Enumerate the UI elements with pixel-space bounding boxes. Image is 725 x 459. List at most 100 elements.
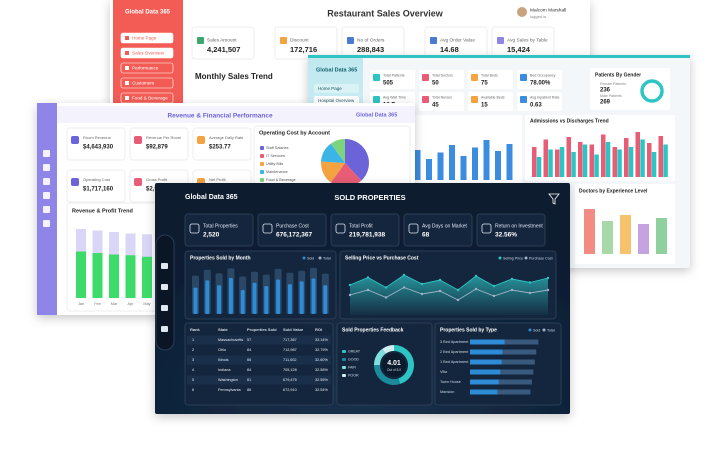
table-cell: 705,128 <box>283 368 297 372</box>
donut-slice <box>393 345 414 385</box>
menu-item: Home Page <box>132 36 157 41</box>
bar <box>240 290 245 314</box>
kpi-label: Bed Occupancy <box>530 73 556 77</box>
bar <box>470 359 502 365</box>
point <box>474 274 478 278</box>
pie-slice <box>321 161 345 183</box>
y-tick-label: 2 Bed Apartment <box>440 350 469 354</box>
bar <box>536 157 542 177</box>
legend-swatch <box>260 170 264 174</box>
point <box>438 278 442 282</box>
x-tick-label: Feb <box>94 302 101 306</box>
menu-item: Home Page <box>318 86 342 91</box>
bar <box>470 369 534 375</box>
point <box>402 273 406 277</box>
kpi-card <box>184 213 254 247</box>
kpi-card <box>370 70 415 89</box>
kpi-label: Total Nurses <box>432 95 452 99</box>
point <box>366 276 370 279</box>
point <box>456 298 460 302</box>
kpi-value: 219,781,938 <box>349 232 386 239</box>
bar <box>584 209 595 254</box>
legend-swatch <box>260 178 264 182</box>
kpi-label: Avg Days on Market <box>422 223 468 229</box>
kpi-icon <box>335 223 346 234</box>
chart-title: Sold Properties Feedback <box>342 327 404 333</box>
bar <box>589 144 594 177</box>
bar <box>125 255 136 298</box>
bar <box>617 149 622 177</box>
logo: Global Data 365 <box>356 112 397 118</box>
kpi-card <box>192 127 252 161</box>
legend-swatch <box>260 154 264 158</box>
bar <box>594 154 599 177</box>
table-cell: 1 <box>192 338 194 342</box>
bar <box>605 142 611 177</box>
donut-center <box>382 353 406 377</box>
legend-label: Utility Bills <box>266 162 283 166</box>
kpi-icon <box>481 223 492 234</box>
menu-button <box>120 77 174 89</box>
bar <box>506 144 513 180</box>
kpi-label: Total Patients <box>383 73 405 77</box>
bar <box>548 149 553 177</box>
chart-title: Operating Cost by Account <box>259 130 330 136</box>
kpi-value: $92,879 <box>146 145 168 151</box>
kpi-icon <box>197 37 204 44</box>
menu-button <box>120 32 174 44</box>
table-header: ROI <box>315 327 322 332</box>
bar <box>470 389 531 395</box>
avatar <box>517 7 527 17</box>
point <box>492 284 496 288</box>
bar <box>483 140 490 180</box>
table-header: Sold Value <box>283 327 304 332</box>
point <box>528 291 532 295</box>
title: Restaurant Sales Overview <box>327 8 444 18</box>
kpi-card <box>468 70 513 89</box>
sidebar-icon <box>43 220 50 227</box>
table-cell: Indiana <box>218 368 231 372</box>
table-cell: 3 <box>192 358 194 362</box>
point <box>384 286 388 289</box>
kpi-value: $4,643,930 <box>83 145 114 151</box>
legend-swatch <box>342 366 346 369</box>
menu-button <box>314 96 359 105</box>
kpi-label: Avg Inpatient Rate <box>530 95 560 99</box>
kpi-value: 172,716 <box>290 45 317 54</box>
kpi-icon <box>373 96 380 103</box>
kpi-icon <box>262 223 273 234</box>
legend-swatch <box>260 146 264 150</box>
legend-dot <box>318 256 322 260</box>
point <box>348 293 352 297</box>
kpi-card <box>257 213 327 247</box>
kpi-card <box>517 92 562 111</box>
menu-button <box>314 84 359 93</box>
kpi-icon <box>189 223 200 234</box>
kpi-label: Sales Amount <box>207 37 237 43</box>
kpi-label: Purchase Cost <box>276 223 309 229</box>
kpi-icon <box>71 136 79 144</box>
legend-label: Sold <box>307 256 314 260</box>
kpi-icon <box>520 74 527 81</box>
table-cell: 32.60% <box>315 358 329 362</box>
bar <box>217 285 222 314</box>
legend-label: Sold <box>533 328 540 332</box>
pie-slice <box>330 139 345 163</box>
pie-slice <box>345 139 369 181</box>
kpi-card <box>66 127 126 161</box>
kpi-value: 15,424 <box>507 45 531 54</box>
sidebar-icon <box>43 164 50 171</box>
sidebar-icon <box>161 263 168 269</box>
chart-title: Doctors by Experience Level <box>579 188 648 194</box>
bar <box>532 147 537 177</box>
hospital-top-border <box>308 55 690 58</box>
bar <box>193 287 198 314</box>
point <box>528 281 532 284</box>
point <box>510 277 514 281</box>
table-cell: 32.54% <box>315 388 329 392</box>
legend-label: POOR <box>348 374 359 378</box>
kpi-card <box>274 26 338 60</box>
table-row <box>187 365 331 375</box>
kpi-value: 32.56% <box>495 232 517 239</box>
kpi-icon <box>422 96 429 103</box>
